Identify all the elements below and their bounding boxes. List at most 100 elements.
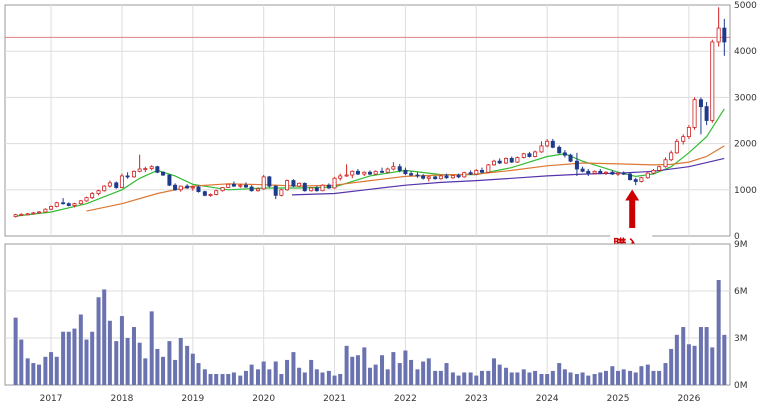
volume-bar bbox=[208, 374, 213, 385]
x-year-tick-label: 2024 bbox=[536, 394, 559, 404]
candle-body bbox=[550, 140, 555, 148]
x-year-tick-label: 2018 bbox=[110, 394, 133, 404]
volume-bar bbox=[397, 363, 402, 385]
volume-bar bbox=[273, 361, 278, 385]
candle-body bbox=[509, 157, 514, 163]
candle-body bbox=[639, 177, 644, 182]
candle-body bbox=[220, 187, 225, 192]
candle-body bbox=[125, 175, 130, 178]
volume-y-axis-ticks: 0M 3M 6M 9M bbox=[734, 240, 748, 391]
volume-bar bbox=[96, 297, 101, 385]
price-y-tick-label: 4000 bbox=[734, 47, 757, 57]
candle-body bbox=[663, 159, 668, 168]
volume-bar bbox=[710, 347, 715, 385]
volume-bar bbox=[586, 375, 591, 385]
volume-bar bbox=[190, 353, 195, 385]
volume-bar-series bbox=[13, 280, 727, 385]
x-year-tick-label: 2019 bbox=[181, 394, 204, 404]
x-year-tick-label: 2021 bbox=[323, 394, 346, 404]
candle-body bbox=[391, 166, 396, 170]
volume-bar bbox=[19, 339, 24, 385]
candle-body bbox=[633, 179, 638, 182]
candle-body bbox=[338, 175, 343, 179]
candle-body bbox=[314, 187, 319, 192]
volume-bar bbox=[574, 374, 579, 385]
price-plot-area bbox=[4, 4, 731, 237]
candle-body bbox=[433, 176, 438, 180]
volume-bar bbox=[474, 375, 479, 385]
volume-bar bbox=[633, 372, 638, 385]
volume-bar bbox=[373, 364, 378, 385]
volume-bar bbox=[603, 370, 608, 385]
candle-body bbox=[155, 166, 160, 173]
volume-bar bbox=[84, 339, 89, 385]
volume-bar bbox=[367, 367, 372, 385]
volume-bar bbox=[592, 374, 597, 385]
volume-bar bbox=[486, 370, 491, 385]
volume-bar bbox=[698, 327, 703, 385]
candle-body bbox=[243, 184, 248, 188]
volume-bar bbox=[704, 327, 709, 385]
volume-bar bbox=[143, 358, 148, 385]
volume-bar bbox=[61, 331, 66, 385]
candle-body bbox=[621, 172, 626, 175]
candle-body bbox=[468, 172, 473, 175]
volume-bar bbox=[214, 374, 219, 385]
volume-bar bbox=[220, 374, 225, 385]
candle-body bbox=[450, 175, 455, 179]
candle-body bbox=[438, 175, 443, 180]
volume-bar bbox=[173, 359, 178, 385]
volume-bar bbox=[202, 369, 207, 385]
candle-body bbox=[202, 191, 207, 196]
candle-body bbox=[610, 171, 615, 175]
volume-bar bbox=[196, 363, 201, 385]
volume-bar bbox=[131, 327, 136, 385]
volume-bar bbox=[533, 370, 538, 385]
volume-bar bbox=[125, 338, 130, 385]
candle-body bbox=[214, 190, 219, 195]
candle-body bbox=[267, 176, 272, 187]
volume-bar bbox=[185, 345, 190, 385]
volume-bar bbox=[568, 372, 573, 385]
candle-body bbox=[657, 166, 662, 171]
x-year-tick-label: 2025 bbox=[607, 394, 630, 404]
candle-body bbox=[598, 170, 603, 174]
candle-body bbox=[681, 136, 686, 142]
volume-bar bbox=[54, 356, 59, 385]
candle-body bbox=[574, 160, 579, 170]
candle-body bbox=[568, 154, 573, 162]
volume-bar bbox=[13, 317, 18, 385]
volume-bar bbox=[610, 366, 615, 385]
volume-bar bbox=[557, 363, 562, 385]
candle-body bbox=[320, 184, 325, 192]
candle-body bbox=[119, 175, 124, 188]
candle-body bbox=[25, 213, 30, 216]
volume-bar bbox=[72, 328, 77, 385]
volume-bar bbox=[403, 350, 408, 385]
volume-bar bbox=[344, 345, 349, 385]
candle-body bbox=[380, 170, 385, 173]
volume-bar bbox=[167, 341, 172, 385]
x-year-tick-label: 2026 bbox=[677, 394, 700, 404]
candle-body bbox=[326, 184, 331, 189]
volume-panel: 0M 3M 6M 9M 2017 2018 2019 2020 2021 2022 2023 202… bbox=[4, 240, 748, 404]
candle-body bbox=[196, 186, 201, 193]
volume-bar bbox=[674, 334, 679, 385]
volume-bar bbox=[107, 320, 112, 385]
volume-bar bbox=[385, 369, 390, 385]
candle-body bbox=[231, 183, 236, 187]
volume-bar bbox=[716, 280, 721, 385]
volume-bar bbox=[49, 352, 54, 385]
volume-bar bbox=[231, 372, 236, 385]
volume-bar bbox=[426, 358, 431, 385]
volume-bar bbox=[415, 369, 420, 385]
candle-body bbox=[722, 27, 727, 43]
volume-bar bbox=[438, 370, 443, 385]
volume-bar bbox=[639, 366, 644, 385]
candle-body bbox=[462, 172, 467, 178]
candle-body bbox=[167, 174, 172, 186]
volume-bar bbox=[37, 364, 42, 385]
volume-bar bbox=[545, 374, 550, 385]
candle-body bbox=[362, 171, 367, 175]
